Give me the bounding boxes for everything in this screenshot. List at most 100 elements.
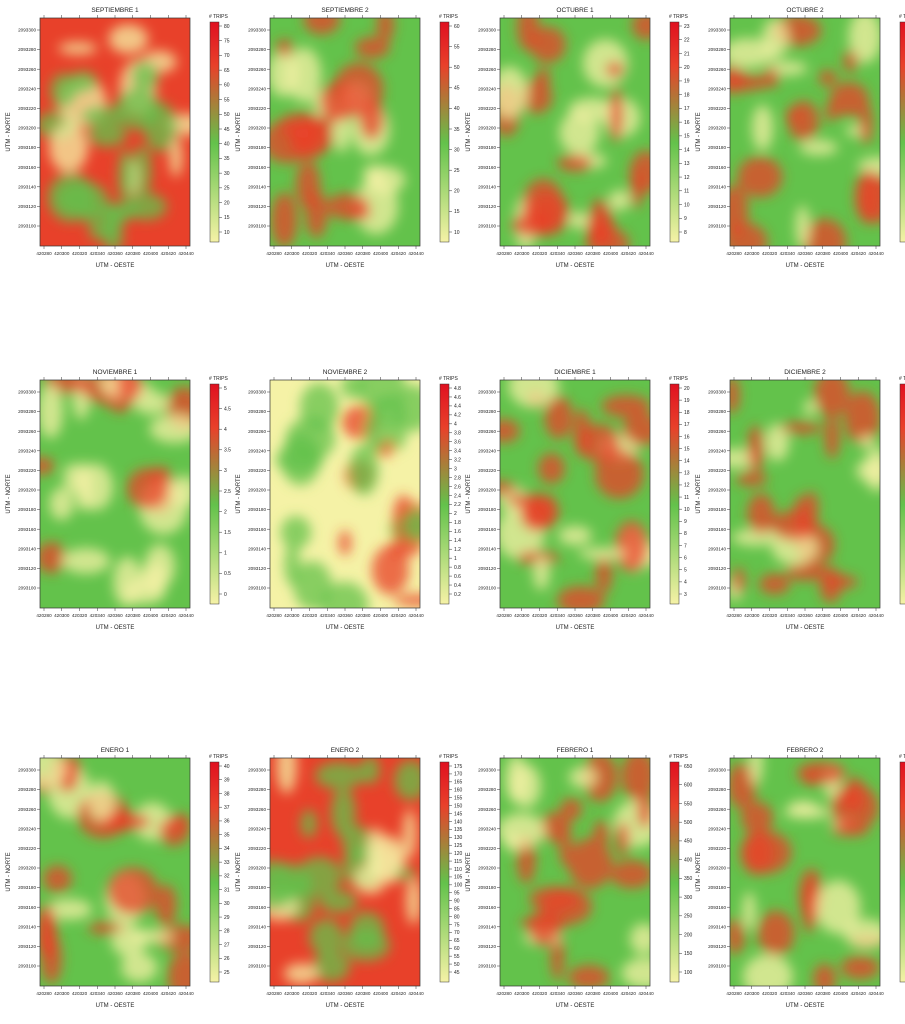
- y-tick-label: 2093300: [18, 28, 36, 33]
- colorbar-tick-label: 120: [454, 851, 463, 857]
- y-tick-label: 2093160: [248, 527, 266, 532]
- colorbar-tick-label: 6: [684, 555, 687, 561]
- colorbar-tick-label: 300: [684, 895, 693, 901]
- colorbar-tick-label: 14: [684, 459, 690, 465]
- colorbar-tick-label: 75: [224, 39, 230, 45]
- y-tick-label: 2093200: [18, 866, 36, 871]
- x-axis-label: UTM - OESTE: [326, 263, 365, 269]
- x-tick-label: 420420: [161, 613, 177, 618]
- colorbar-tick-label: 60: [224, 83, 230, 89]
- colorbar-tick-label: 19: [684, 79, 690, 85]
- colorbar-tick-label: 50: [454, 962, 460, 968]
- y-tick-label: 2093300: [708, 390, 726, 395]
- y-tick-label: 2093260: [478, 67, 496, 72]
- x-tick-label: 420360: [337, 251, 353, 256]
- y-tick-label: 2093120: [18, 566, 36, 571]
- x-tick-label: 420280: [726, 251, 742, 256]
- y-tick-label: 2093100: [478, 586, 496, 591]
- x-tick-label: 420440: [178, 613, 194, 618]
- x-tick-label: 420360: [797, 613, 813, 618]
- y-tick-label: 2093280: [248, 47, 266, 52]
- colorbar-tick-label: 39: [224, 778, 230, 784]
- colorbar-tick-label: 35: [224, 832, 230, 838]
- y-tick-label: 2093140: [708, 546, 726, 551]
- colorbar-tick-label: 45: [454, 970, 460, 976]
- x-axis-label: UTM - OESTE: [786, 625, 825, 631]
- panel-title: NOVIEMBRE 1: [93, 369, 138, 376]
- y-axis-label: UTM - NORTE: [236, 112, 242, 151]
- x-axis-label: UTM - OESTE: [556, 263, 595, 269]
- y-tick-label: 2093100: [478, 964, 496, 969]
- x-tick-label: 420320: [72, 991, 88, 996]
- colorbar-tick-label: 21: [684, 51, 690, 57]
- colorbar-tick-label: 38: [224, 791, 230, 797]
- x-tick-label: 420300: [284, 251, 300, 256]
- x-tick-label: 420380: [585, 251, 601, 256]
- x-tick-label: 420360: [107, 991, 123, 996]
- x-axis-label: UTM - OESTE: [786, 263, 825, 269]
- colorbar-tick-label: 55: [454, 954, 460, 960]
- colorbar-tick-label: 27: [224, 942, 230, 948]
- x-tick-label: 420420: [161, 991, 177, 996]
- colorbar-tick-label: 140: [454, 819, 463, 825]
- y-tick-label: 2093140: [478, 184, 496, 189]
- colorbar-tick-label: 350: [684, 876, 693, 882]
- colorbar-tick-label: 1: [454, 556, 457, 562]
- colorbar-tick-label: 30: [224, 901, 230, 907]
- colorbar-tick-label: 115: [454, 859, 462, 865]
- x-tick-label: 420280: [266, 613, 282, 618]
- y-axis-label: UTM - NORTE: [466, 474, 472, 513]
- colorbar-tick-label: 4.2: [454, 413, 461, 419]
- x-tick-label: 420280: [36, 991, 52, 996]
- y-tick-label: 2093160: [478, 165, 496, 170]
- panel-title: DICIEMBRE 1: [554, 369, 596, 376]
- colorbar-tick-label: 3.8: [454, 431, 461, 437]
- x-tick-label: 420400: [833, 251, 849, 256]
- x-tick-label: 420300: [514, 991, 530, 996]
- y-tick-label: 2093120: [708, 204, 726, 209]
- x-tick-label: 420360: [107, 613, 123, 618]
- colorbar-tick-label: 450: [684, 839, 693, 845]
- colorbar-tick-label: 8: [684, 531, 687, 537]
- x-axis-label: UTM - OESTE: [96, 1003, 135, 1009]
- x-tick-label: 420440: [408, 251, 424, 256]
- colorbar-tick-label: 4: [684, 580, 687, 586]
- colorbar-tick-label: 0: [224, 592, 227, 598]
- colorbar-tick-label: 150: [454, 803, 463, 809]
- colorbar-tick-label: 17: [684, 422, 690, 428]
- y-tick-label: 2093160: [248, 905, 266, 910]
- colorbar-tick-label: 130: [454, 835, 463, 841]
- x-tick-label: 420420: [621, 251, 637, 256]
- y-tick-label: 2093220: [18, 846, 36, 851]
- y-tick-label: 2093160: [248, 165, 266, 170]
- y-tick-label: 2093300: [708, 768, 726, 773]
- y-tick-label: 2093220: [708, 106, 726, 111]
- x-tick-label: 420380: [125, 991, 141, 996]
- panel-title: FEBRERO 2: [787, 747, 824, 754]
- colorbar-tick-label: 3.4: [454, 448, 461, 454]
- colorbar-tick-label: 95: [454, 891, 460, 897]
- y-tick-label: 2093280: [18, 787, 36, 792]
- y-tick-label: 2093220: [478, 468, 496, 473]
- y-tick-label: 2093180: [18, 885, 36, 890]
- colorbar-tick-label: 1.6: [454, 529, 461, 535]
- y-tick-label: 2093300: [478, 768, 496, 773]
- x-tick-label: 420360: [107, 251, 123, 256]
- panel-title: SEPTIEMBRE 1: [91, 7, 139, 14]
- y-tick-label: 2093200: [708, 126, 726, 131]
- x-tick-label: 420440: [638, 613, 654, 618]
- colorbar-tick-label: 20: [454, 189, 460, 195]
- colorbar-tick-label: 600: [684, 783, 693, 789]
- colorbar-tick-label: 20: [684, 386, 690, 392]
- y-tick-label: 2093200: [478, 488, 496, 493]
- y-tick-label: 2093180: [478, 885, 496, 890]
- y-tick-label: 2093180: [478, 145, 496, 150]
- heatmap-panel: NOVIEMBRE 2 420280 420300 420320 420340 42036…: [236, 369, 461, 631]
- y-tick-label: 2093260: [708, 807, 726, 812]
- x-tick-label: 420280: [266, 251, 282, 256]
- y-tick-label: 2093260: [248, 67, 266, 72]
- colorbar-tick-label: 65: [224, 68, 230, 74]
- colorbar-tick-label: 36: [224, 819, 230, 825]
